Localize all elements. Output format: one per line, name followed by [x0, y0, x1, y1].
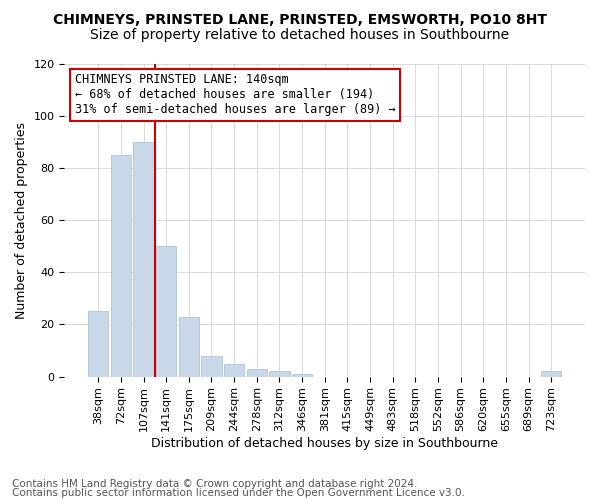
Bar	[88, 312, 109, 376]
Text: Size of property relative to detached houses in Southbourne: Size of property relative to detached ho…	[91, 28, 509, 42]
Text: CHIMNEYS PRINSTED LANE: 140sqm
← 68% of detached houses are smaller (194)
31% of: CHIMNEYS PRINSTED LANE: 140sqm ← 68% of …	[75, 74, 395, 116]
Bar	[247, 369, 267, 376]
Text: Contains public sector information licensed under the Open Government Licence v3: Contains public sector information licen…	[12, 488, 465, 498]
Bar	[292, 374, 312, 376]
Bar	[133, 142, 154, 376]
Bar	[224, 364, 244, 376]
Y-axis label: Number of detached properties: Number of detached properties	[15, 122, 28, 319]
Bar	[201, 356, 221, 376]
Text: Contains HM Land Registry data © Crown copyright and database right 2024.: Contains HM Land Registry data © Crown c…	[12, 479, 418, 489]
Bar	[269, 372, 290, 376]
X-axis label: Distribution of detached houses by size in Southbourne: Distribution of detached houses by size …	[151, 437, 498, 450]
Text: CHIMNEYS, PRINSTED LANE, PRINSTED, EMSWORTH, PO10 8HT: CHIMNEYS, PRINSTED LANE, PRINSTED, EMSWO…	[53, 12, 547, 26]
Bar	[179, 316, 199, 376]
Bar	[156, 246, 176, 376]
Bar	[111, 155, 131, 376]
Bar	[541, 372, 562, 376]
